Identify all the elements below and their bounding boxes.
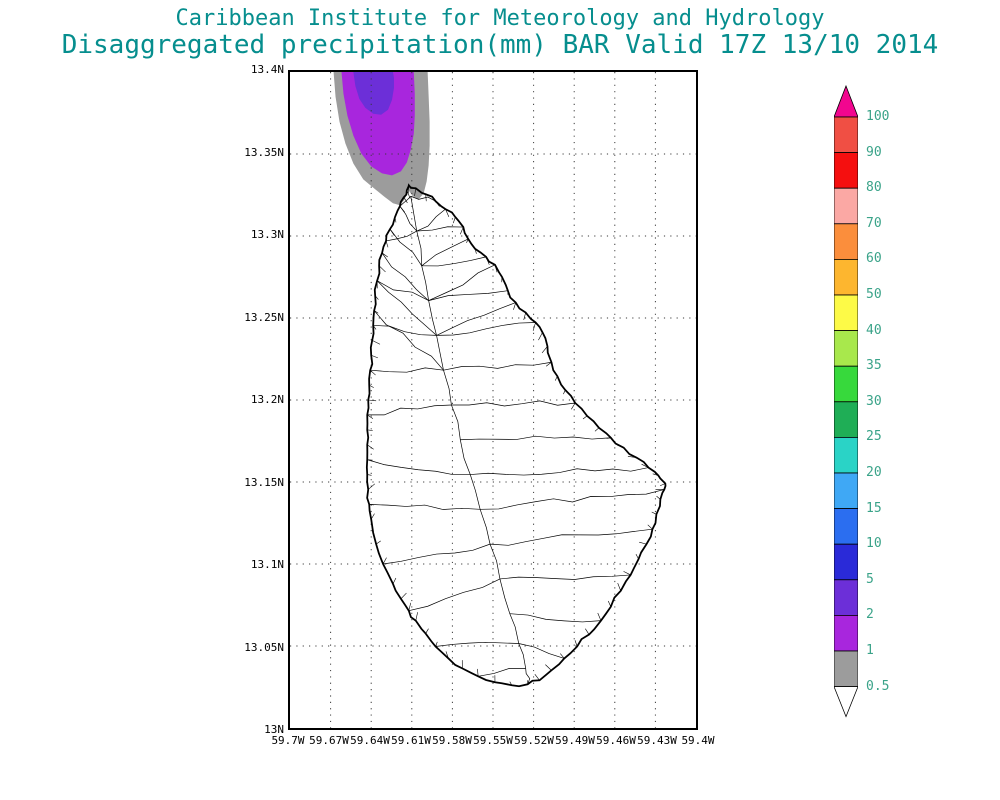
- precip-shaded-area: [333, 72, 430, 206]
- lon-tick-label: 59.7W: [271, 734, 305, 747]
- colorbar-level-label: 60: [866, 251, 882, 267]
- colorbar-band: [833, 508, 859, 545]
- lon-tick-label: 59.43W: [637, 734, 677, 747]
- colorbar-band: [833, 330, 859, 367]
- colorbar-level-label: 1: [866, 643, 874, 658]
- colorbar-level-label: 50: [866, 287, 882, 302]
- lat-tick-label: 13.4N: [250, 63, 284, 76]
- lon-tick-label: 59.55W: [473, 734, 513, 747]
- colorbar-band: [833, 223, 859, 260]
- colorbar-level-label: 2: [866, 607, 874, 623]
- colorbar-level-label: 25: [866, 429, 882, 445]
- product-title: Disaggregated precipitation(mm) BAR Vali…: [61, 30, 939, 60]
- map-frame: [288, 70, 698, 730]
- lon-tick-label: 59.58W: [432, 734, 472, 747]
- lat-tick-label: 13.35N: [244, 145, 284, 159]
- lat-tick-label: 13.15N: [244, 475, 284, 489]
- colorbar: [833, 84, 859, 718]
- colorbar-band: [833, 615, 859, 652]
- colorbar-band: [833, 543, 859, 581]
- lat-tick-label: 13.2N: [250, 393, 284, 406]
- colorbar-level-label: 0.5: [866, 678, 890, 694]
- map-canvas: [290, 72, 696, 728]
- colorbar-canvas: [833, 84, 859, 718]
- coastal-gully-lines: [367, 185, 666, 686]
- watershed-boundaries: [367, 195, 665, 685]
- colorbar-band: [833, 401, 859, 438]
- lon-tick-label: 59.64W: [350, 734, 390, 747]
- colorbar-level-label: 30: [866, 393, 882, 409]
- grid-lines: [290, 72, 696, 728]
- colorbar-band: [833, 472, 859, 509]
- lon-tick-label: 59.67W: [309, 734, 349, 747]
- colorbar-band: [833, 116, 859, 153]
- lat-tick-label: 13N: [264, 723, 284, 736]
- lon-tick-label: 59.52W: [514, 734, 554, 747]
- colorbar-level-label: 20: [866, 465, 882, 480]
- colorbar-above-max-triangle: [833, 84, 859, 118]
- colorbar-level-label: 100: [866, 109, 890, 124]
- lon-tick-label: 59.4W: [681, 734, 715, 747]
- colorbar-level-label: 35: [866, 358, 882, 374]
- institute-title: Caribbean Institute for Meteorology and …: [175, 6, 825, 31]
- colorbar-level-label: 80: [866, 180, 882, 196]
- lon-tick-label: 59.49W: [555, 734, 595, 747]
- colorbar-band: [833, 365, 859, 403]
- lat-tick-label: 13.05N: [244, 640, 284, 654]
- lat-tick-label: 13.3N: [250, 228, 284, 241]
- colorbar-band: [833, 579, 859, 616]
- colorbar-level-label: 70: [866, 215, 882, 231]
- colorbar-band: [833, 187, 859, 225]
- colorbar-level-label: 90: [866, 144, 882, 160]
- colorbar-level-label: 15: [866, 500, 882, 516]
- lon-tick-label: 59.61W: [391, 734, 431, 747]
- colorbar-band: [833, 650, 859, 687]
- lat-tick-label: 13.1N: [250, 558, 284, 571]
- colorbar-band: [833, 436, 859, 474]
- colorbar-level-label: 5: [866, 571, 874, 587]
- lon-tick-label: 59.46W: [596, 734, 636, 747]
- colorbar-band: [833, 152, 859, 189]
- lat-tick-label: 13.25N: [244, 310, 284, 324]
- colorbar-level-label: 40: [866, 322, 882, 338]
- colorbar-below-min-triangle: [833, 686, 859, 718]
- precip-band-2-5: [353, 72, 394, 115]
- colorbar-band: [833, 294, 859, 331]
- colorbar-band: [833, 258, 859, 296]
- colorbar-level-label: 10: [866, 536, 882, 552]
